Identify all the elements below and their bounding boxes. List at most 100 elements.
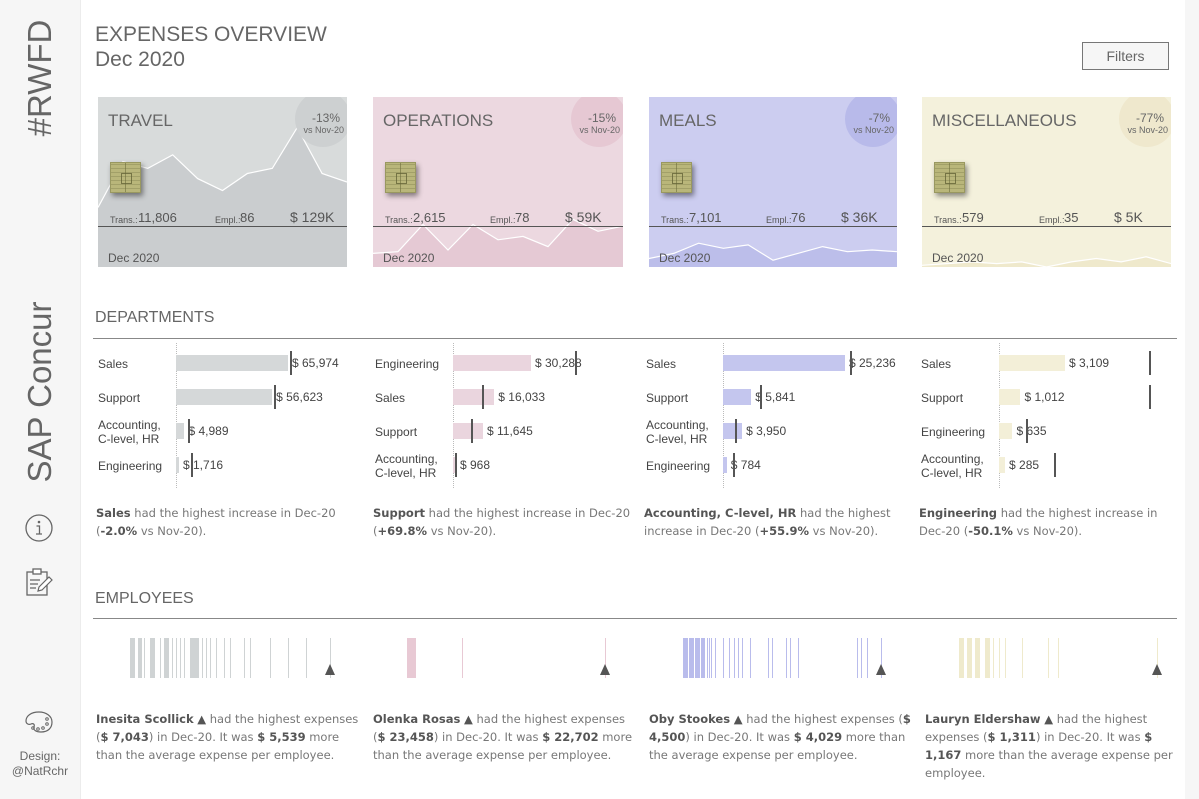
department-bar[interactable] bbox=[999, 355, 1065, 371]
department-row[interactable]: Support $ 5,841 bbox=[642, 382, 912, 412]
top-employee-marker-icon[interactable] bbox=[876, 664, 886, 675]
top-employee-marker-icon[interactable] bbox=[325, 664, 335, 675]
employee-tick[interactable] bbox=[216, 638, 217, 678]
employee-tick[interactable] bbox=[154, 638, 155, 678]
employee-tick[interactable] bbox=[984, 638, 989, 678]
employee-tick[interactable] bbox=[202, 638, 203, 678]
department-bar[interactable] bbox=[999, 457, 1006, 473]
department-bar[interactable] bbox=[453, 355, 531, 371]
department-row[interactable]: Engineering $ 1,716 bbox=[94, 450, 364, 480]
department-bar[interactable] bbox=[999, 389, 1021, 405]
employee-tick[interactable] bbox=[270, 638, 271, 678]
employee-tick[interactable] bbox=[184, 638, 185, 678]
employee-tick[interactable] bbox=[785, 638, 787, 678]
employee-tick[interactable] bbox=[714, 638, 716, 678]
employee-tick[interactable] bbox=[134, 638, 135, 678]
employee-tick[interactable] bbox=[306, 638, 307, 678]
employee-tick[interactable] bbox=[742, 638, 744, 678]
employee-tick[interactable] bbox=[230, 638, 231, 678]
employee-tick[interactable] bbox=[250, 638, 251, 678]
employee-tick[interactable] bbox=[190, 638, 194, 678]
kpi-card-miscellaneous[interactable]: MISCELLANEOUS -77% vs Nov-20 Trans.: 579 Empl… bbox=[922, 97, 1171, 267]
department-row[interactable]: Sales $ 16,033 bbox=[371, 382, 641, 412]
employee-tick[interactable] bbox=[144, 638, 145, 678]
employee-tick[interactable] bbox=[180, 638, 181, 678]
employee-tick[interactable] bbox=[710, 638, 712, 678]
employee-tick[interactable] bbox=[164, 638, 168, 678]
department-row[interactable]: Sales $ 3,109 bbox=[917, 348, 1187, 378]
department-bar[interactable] bbox=[999, 423, 1013, 439]
employee-tick[interactable] bbox=[1048, 638, 1050, 678]
department-row[interactable]: Engineering $ 30,288 bbox=[371, 348, 641, 378]
employee-tick[interactable] bbox=[708, 638, 710, 678]
employee-tick[interactable] bbox=[992, 638, 994, 678]
employee-tick[interactable] bbox=[959, 638, 963, 678]
employee-tick[interactable] bbox=[176, 638, 177, 678]
department-bar[interactable] bbox=[176, 389, 273, 405]
info-icon[interactable] bbox=[24, 513, 54, 543]
employee-tick[interactable] bbox=[722, 638, 724, 678]
top-employee-marker-icon[interactable] bbox=[1152, 664, 1162, 675]
employee-tick[interactable] bbox=[194, 638, 198, 678]
employee-tick[interactable] bbox=[206, 638, 207, 678]
employee-tick[interactable] bbox=[966, 638, 971, 678]
employee-tick[interactable] bbox=[412, 638, 414, 678]
department-row[interactable]: Support $ 11,645 bbox=[371, 416, 641, 446]
employee-tick[interactable] bbox=[150, 638, 154, 678]
employee-tick[interactable] bbox=[160, 638, 161, 678]
department-row[interactable]: Accounting, C-level, HR $ 968 bbox=[371, 450, 641, 480]
department-row[interactable]: Accounting, C-level, HR $ 285 bbox=[917, 450, 1187, 480]
department-bar[interactable] bbox=[176, 457, 179, 473]
kpi-card-meals[interactable]: MEALS -7% vs Nov-20 Trans.: 7,101 Empl.: 76 $ 3… bbox=[649, 97, 897, 267]
employee-tick[interactable] bbox=[867, 638, 869, 678]
department-bar[interactable] bbox=[723, 423, 743, 439]
employee-tick[interactable] bbox=[414, 638, 416, 678]
employee-tick[interactable] bbox=[861, 638, 863, 678]
employee-tick[interactable] bbox=[408, 638, 410, 678]
employee-tick[interactable] bbox=[728, 638, 730, 678]
employee-tick[interactable] bbox=[988, 638, 990, 678]
employee-tick[interactable] bbox=[288, 638, 289, 678]
department-row[interactable]: Accounting, C-level, HR $ 3,950 bbox=[642, 416, 912, 446]
employee-tick[interactable] bbox=[974, 638, 979, 678]
employee-tick[interactable] bbox=[130, 638, 134, 678]
clipboard-edit-icon[interactable] bbox=[24, 567, 54, 597]
employee-tick[interactable] bbox=[696, 638, 698, 678]
employee-tick[interactable] bbox=[738, 638, 740, 678]
employee-tick[interactable] bbox=[970, 638, 972, 678]
top-employee-marker-icon[interactable] bbox=[600, 664, 610, 675]
kpi-card-travel[interactable]: TRAVEL -13% vs Nov-20 Trans.: 11,806 Empl.: 86… bbox=[98, 97, 347, 267]
employee-tick[interactable] bbox=[1004, 638, 1006, 678]
employee-tick[interactable] bbox=[1058, 638, 1059, 678]
employee-tick[interactable] bbox=[706, 638, 708, 678]
employee-tick[interactable] bbox=[978, 638, 980, 678]
department-bar[interactable] bbox=[453, 457, 456, 473]
employee-tick[interactable] bbox=[797, 638, 799, 678]
employee-tick[interactable] bbox=[1022, 638, 1024, 678]
design-author[interactable]: @NatRchr bbox=[11, 764, 69, 778]
employee-tick[interactable] bbox=[210, 638, 211, 678]
department-row[interactable]: Sales $ 25,236 bbox=[642, 348, 912, 378]
employee-tick[interactable] bbox=[698, 638, 700, 678]
employee-tick[interactable] bbox=[686, 638, 688, 678]
department-row[interactable]: Support $ 1,012 bbox=[917, 382, 1187, 412]
employee-tick[interactable] bbox=[462, 638, 464, 678]
kpi-card-operations[interactable]: OPERATIONS -15% vs Nov-20 Trans.: 2,615 Empl.… bbox=[373, 97, 623, 267]
department-row[interactable]: Sales $ 65,974 bbox=[94, 348, 364, 378]
employee-tick[interactable] bbox=[684, 638, 686, 678]
department-bar[interactable] bbox=[723, 355, 845, 371]
employee-tick[interactable] bbox=[772, 638, 774, 678]
department-bar[interactable] bbox=[723, 389, 752, 405]
employee-tick[interactable] bbox=[750, 638, 752, 678]
employee-tick[interactable] bbox=[789, 638, 791, 678]
department-bar[interactable] bbox=[453, 389, 495, 405]
employee-tick[interactable] bbox=[768, 638, 770, 678]
department-row[interactable]: Support $ 56,623 bbox=[94, 382, 364, 412]
department-bar[interactable] bbox=[453, 423, 483, 439]
department-bar[interactable] bbox=[176, 355, 288, 371]
employee-tick[interactable] bbox=[168, 638, 169, 678]
department-row[interactable]: Engineering $ 635 bbox=[917, 416, 1187, 446]
employee-tick[interactable] bbox=[224, 638, 225, 678]
employee-tick[interactable] bbox=[690, 638, 692, 678]
employee-tick[interactable] bbox=[198, 638, 199, 678]
